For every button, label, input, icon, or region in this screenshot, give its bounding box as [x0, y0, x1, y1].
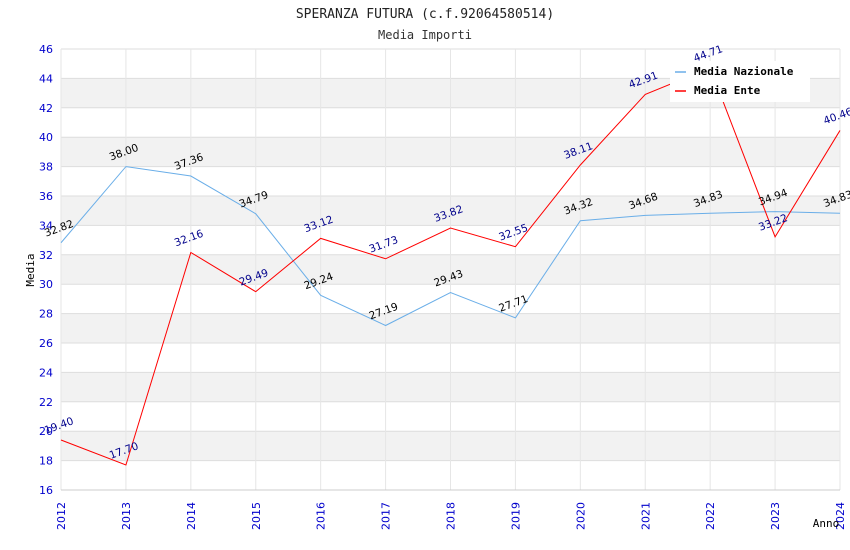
x-tick-label: 2021: [639, 502, 652, 530]
y-tick-label: 20: [39, 425, 53, 438]
x-tick-label: 2024: [834, 502, 847, 530]
x-tick-label: 2016: [315, 502, 328, 530]
y-tick-label: 22: [39, 396, 53, 409]
series-line-nazionale: [60, 166, 841, 327]
x-tick-label: 2013: [120, 502, 133, 530]
y-tick-label: 40: [39, 131, 53, 144]
x-tick-label: 2019: [509, 502, 522, 530]
x-tick-label: 2018: [445, 502, 458, 530]
x-tick-label: 2020: [574, 502, 587, 530]
y-tick-label: 42: [39, 102, 53, 115]
legend-label-nazionale: Media Nazionale: [694, 65, 794, 78]
y-tick-label: 26: [39, 337, 53, 350]
y-tick-label: 34: [39, 219, 53, 232]
legend-box: [670, 61, 810, 102]
y-axis-label: Media: [24, 253, 37, 286]
grid-lines: [60, 48, 841, 491]
legend: Media Nazionale Media Ente: [670, 61, 810, 102]
x-tick-label: 2023: [769, 502, 782, 530]
y-tick-label: 32: [39, 249, 53, 262]
y-tick-label: 24: [39, 366, 53, 379]
x-tick-label: 2017: [380, 502, 393, 530]
y-tick-label: 28: [39, 308, 53, 321]
x-tick-label: 2015: [250, 502, 263, 530]
y-tick-label: 30: [39, 278, 53, 291]
chart-subtitle: Media Importi: [378, 28, 472, 42]
y-tick-label: 38: [39, 161, 53, 174]
x-tick-label: 2022: [704, 502, 717, 530]
y-axis-ticks: 16 18 20 22 24 26 28 30 32 34 36 38 40 42 44 46: [39, 43, 53, 497]
x-tick-label: 2012: [55, 502, 68, 530]
y-tick-label: 16: [39, 484, 53, 497]
chart-title: SPERANZA FUTURA (c.f.92064580514): [296, 7, 554, 22]
x-axis-label: Anno: [813, 517, 840, 530]
y-tick-label: 18: [39, 455, 53, 468]
x-axis-ticks: 2012 2013 2014 2015 2016 2017 2018 2019 2020 2021…: [55, 502, 847, 530]
y-tick-label: 46: [39, 43, 53, 56]
y-tick-label: 44: [39, 72, 53, 85]
y-tick-label: 36: [39, 190, 53, 203]
x-tick-label: 2014: [185, 502, 198, 530]
legend-label-ente: Media Ente: [694, 84, 761, 97]
